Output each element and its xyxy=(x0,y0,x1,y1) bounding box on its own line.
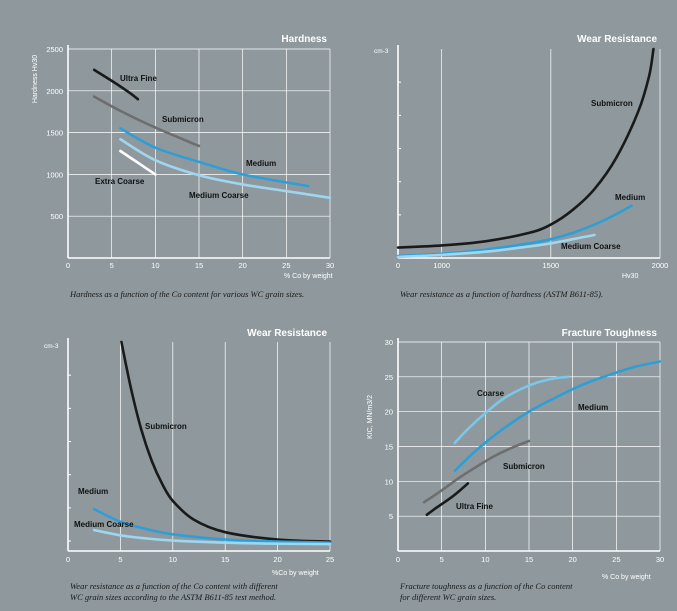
x-tick-label: 15 xyxy=(195,261,203,270)
y-axis-label: KIC, MN/m3/2 xyxy=(367,395,374,439)
x-tick-label: 25 xyxy=(612,555,620,564)
x-tick-label: 15 xyxy=(221,555,229,564)
chart-panel-3: Wear Resistance 0 5 10 15 20 25 %Co by weight cm… xyxy=(44,328,334,577)
series-line-medium-coarse xyxy=(119,137,332,200)
series-label-extra-coarse: Extra Coarse xyxy=(95,177,145,186)
x-tick-label: 5 xyxy=(440,555,444,564)
series-line-extra-coarse xyxy=(119,149,157,176)
series-label-medium: Medium xyxy=(78,487,108,496)
series-label-medium: Medium xyxy=(246,159,276,168)
x-tick-label: 20 xyxy=(238,261,246,270)
x-tick-label: 10 xyxy=(151,261,159,270)
series-label-medium-coarse: Medium Coarse xyxy=(189,191,249,200)
chart-title: Wear Resistance xyxy=(577,34,657,45)
series-line-ultra-fine xyxy=(425,482,470,517)
y-tick-label: 1000 xyxy=(46,170,63,179)
caption-line: Fracture toughness as a function of the … xyxy=(400,581,573,591)
x-tick-label: 20 xyxy=(568,555,576,564)
y-axis-label: cm-3 xyxy=(374,48,389,55)
series-line-medium-coarse xyxy=(92,528,332,546)
x-tick-label: 0 xyxy=(66,261,70,270)
caption-line: for different WC grain sizes. xyxy=(400,592,497,602)
y-axis-label: Hardness Hv30 xyxy=(32,55,39,103)
series-line-submicron xyxy=(120,340,332,543)
x-axis-label: % Co by weight xyxy=(284,273,333,280)
y-tick-label: 5 xyxy=(389,512,393,521)
series-line-medium xyxy=(453,360,662,473)
series-line-medium xyxy=(92,507,332,544)
series-line-submicron xyxy=(396,47,655,249)
chart-panel-4: Fracture Toughness 0 5 10 15 20 25 30 5 10 15 20 25 3… xyxy=(367,328,664,581)
x-tick-label: 25 xyxy=(326,555,334,564)
chart-panel-1: Hardness 0 5 10 15 20 25 30 500 1000 1500 2000 2500%… xyxy=(32,34,334,280)
series-label-coarse: Coarse xyxy=(477,389,505,398)
x-tick-label: 0 xyxy=(396,261,400,270)
x-tick-label: 15 xyxy=(525,555,533,564)
x-tick-label: 10 xyxy=(481,555,489,564)
chart-title: Fracture Toughness xyxy=(562,328,658,339)
caption-line: Wear resistance as a function of the Co … xyxy=(70,581,278,591)
x-tick-label: 5 xyxy=(118,555,122,564)
series-label-submicron: Submicron xyxy=(162,115,204,124)
x-tick-label: 30 xyxy=(656,555,664,564)
series-label-medium: Medium xyxy=(615,193,645,202)
x-tick-label: 25 xyxy=(282,261,290,270)
caption-wear-hardness: Wear resistance as a function of hardnes… xyxy=(400,289,604,299)
series-label-submicron: Submicron xyxy=(591,99,633,108)
series-label-ultra-fine: Ultra Fine xyxy=(120,74,157,83)
x-tick-label: 1500 xyxy=(542,261,559,270)
y-tick-label: 20 xyxy=(385,408,393,417)
y-tick-label: 2500 xyxy=(46,45,63,54)
y-tick-label: 25 xyxy=(385,373,393,382)
x-tick-label: 20 xyxy=(273,555,281,564)
chart-title: Wear Resistance xyxy=(247,328,327,339)
series-label-medium: Medium xyxy=(578,403,608,412)
series-label-submicron: Submicron xyxy=(145,422,187,431)
x-tick-label: 1000 xyxy=(433,261,450,270)
x-axis-label: % Co by weight xyxy=(602,574,651,581)
y-tick-label: 30 xyxy=(385,338,393,347)
series-line-medium-coarse xyxy=(396,233,596,259)
y-axis-label: cm-3 xyxy=(44,343,59,350)
series-line-ultra-fine xyxy=(92,68,140,101)
caption-hardness: Hardness as a function of the Co content… xyxy=(70,289,305,299)
series-label-ultra-fine: Ultra Fine xyxy=(456,502,493,511)
y-tick-label: 2000 xyxy=(46,87,63,96)
y-tick-label: 15 xyxy=(385,443,393,452)
chart-title: Hardness xyxy=(281,34,327,45)
x-tick-label: 10 xyxy=(169,555,177,564)
x-tick-label: 30 xyxy=(326,261,334,270)
series-label-medium-coarse: Medium Coarse xyxy=(74,520,134,529)
x-axis-label: Hv30 xyxy=(622,273,638,280)
series-line-submicron xyxy=(422,439,531,504)
x-tick-label: 5 xyxy=(110,261,114,270)
y-tick-label: 1500 xyxy=(46,129,63,138)
y-tick-label: 10 xyxy=(385,477,393,486)
series-line-submicron xyxy=(92,95,201,148)
caption-wear-co: Wear resistance as a function of the Co … xyxy=(70,581,278,603)
x-tick-label: 0 xyxy=(66,555,70,564)
x-tick-label: 2000 xyxy=(652,261,669,270)
caption-line: WC grain sizes according to the ASTM B61… xyxy=(70,592,277,602)
series-line-medium xyxy=(119,127,310,188)
y-tick-label: 500 xyxy=(50,212,63,221)
x-tick-label: 0 xyxy=(396,555,400,564)
chart-panel-2: Wear Resistance 0 1000 1500 2000 Hv30 cm-3 Subm… xyxy=(374,34,668,280)
series-label-submicron: Submicron xyxy=(503,462,545,471)
series-line-coarse xyxy=(453,375,570,445)
caption-toughness: Fracture toughness as a function of the … xyxy=(400,581,573,603)
x-axis-label: %Co by weight xyxy=(272,570,319,577)
series-label-medium-coarse: Medium Coarse xyxy=(561,242,621,251)
